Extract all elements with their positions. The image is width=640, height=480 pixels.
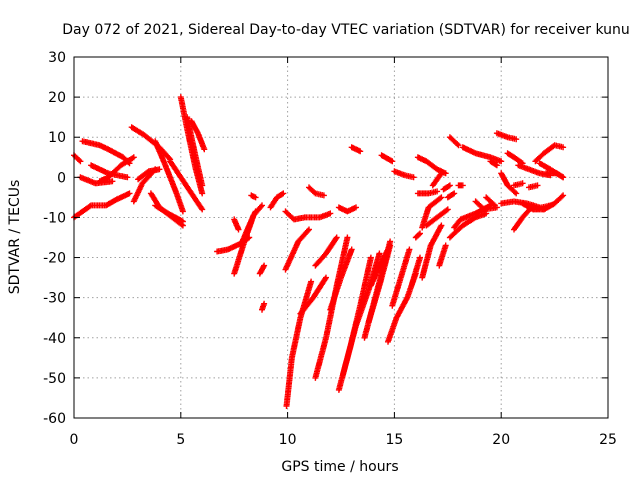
chart-title: Day 072 of 2021, Sidereal Day-to-day VTE… [62,22,630,38]
series-track-s33 [327,246,355,313]
series-track-s29 [297,274,329,317]
series-track-s25 [267,190,287,211]
series-track-s06 [96,154,137,185]
series-track-s31 [312,234,340,269]
series-track-s40 [367,246,391,289]
series-track-s55 [444,190,458,201]
y-tick-label: 20 [48,90,66,106]
series-track-s74 [532,142,567,165]
y-tick-label: -10 [43,210,66,226]
y-tick-label: 0 [57,170,66,186]
series-track-s56 [446,134,462,149]
data-marks [71,94,567,409]
plot-frame [73,56,609,419]
x-tick-label: 25 [599,432,617,448]
series-track-s15 [184,114,206,189]
series-track-s11 [152,138,186,215]
series-track-s65 [498,170,520,197]
series-track-s77 [543,170,567,181]
series-track-s19 [231,216,242,233]
series-track-s30 [306,184,327,199]
series-track-s22 [248,192,259,201]
series-track-s37 [348,144,364,155]
series-track-s47 [414,154,449,177]
axes: 0 5 10 15 20 25 -60 -50 -40 -30 -20 -10 0 10 20 30 [43,50,617,448]
series-track-s59 [455,182,466,189]
y-tick-label: 30 [48,50,66,66]
series-track-s63 [487,158,500,169]
series-track-s52 [429,170,445,189]
y-tick-label: -50 [43,371,66,387]
series-track-s54 [440,182,453,193]
series-track-s76 [540,192,567,213]
series-track-s53 [436,242,449,269]
y-tick-label: -60 [43,411,66,427]
series-track-s60 [459,144,505,165]
series-track-s34 [335,204,359,215]
series-track-s43 [389,246,413,309]
x-tick-label: 0 [70,432,79,448]
y-axis-label: SDTVAR / TECUs [7,180,23,295]
series-track-s72 [526,182,541,191]
series-track-s50 [419,222,445,281]
y-tick-label: -20 [43,251,66,267]
series-track-s51 [423,206,451,229]
series-track-s49 [419,194,445,231]
series-track-s68 [511,180,526,189]
series-track-s41 [378,152,396,165]
series-track-s12 [147,190,186,229]
x-tick-label: 5 [176,432,185,448]
series-track-s23 [256,262,268,277]
series-track-s26 [282,208,334,223]
x-axis-label: GPS time / hours [281,459,398,475]
series-track-s16 [188,118,208,153]
series-track-s13 [167,158,206,213]
series-track-s45 [408,254,423,289]
x-tick-label: 15 [385,432,403,448]
series-track-s21 [244,202,265,237]
series-track-s24 [259,300,268,313]
series-track-s48 [414,188,441,197]
y-tick-label: 10 [48,130,66,146]
y-tick-label: -40 [43,331,66,347]
x-tick-label: 20 [492,432,510,448]
x-tick-label: 10 [279,432,297,448]
series-track-s64 [493,130,520,143]
series-track-s44 [391,168,417,181]
series-track-s09 [135,166,163,183]
series-track-s67 [504,150,526,167]
series-track-s46 [412,230,423,241]
series-track-s57 [446,210,490,241]
series-track-s62 [483,194,498,209]
y-tick-label: -30 [43,291,66,307]
series-track-s27 [282,226,312,273]
